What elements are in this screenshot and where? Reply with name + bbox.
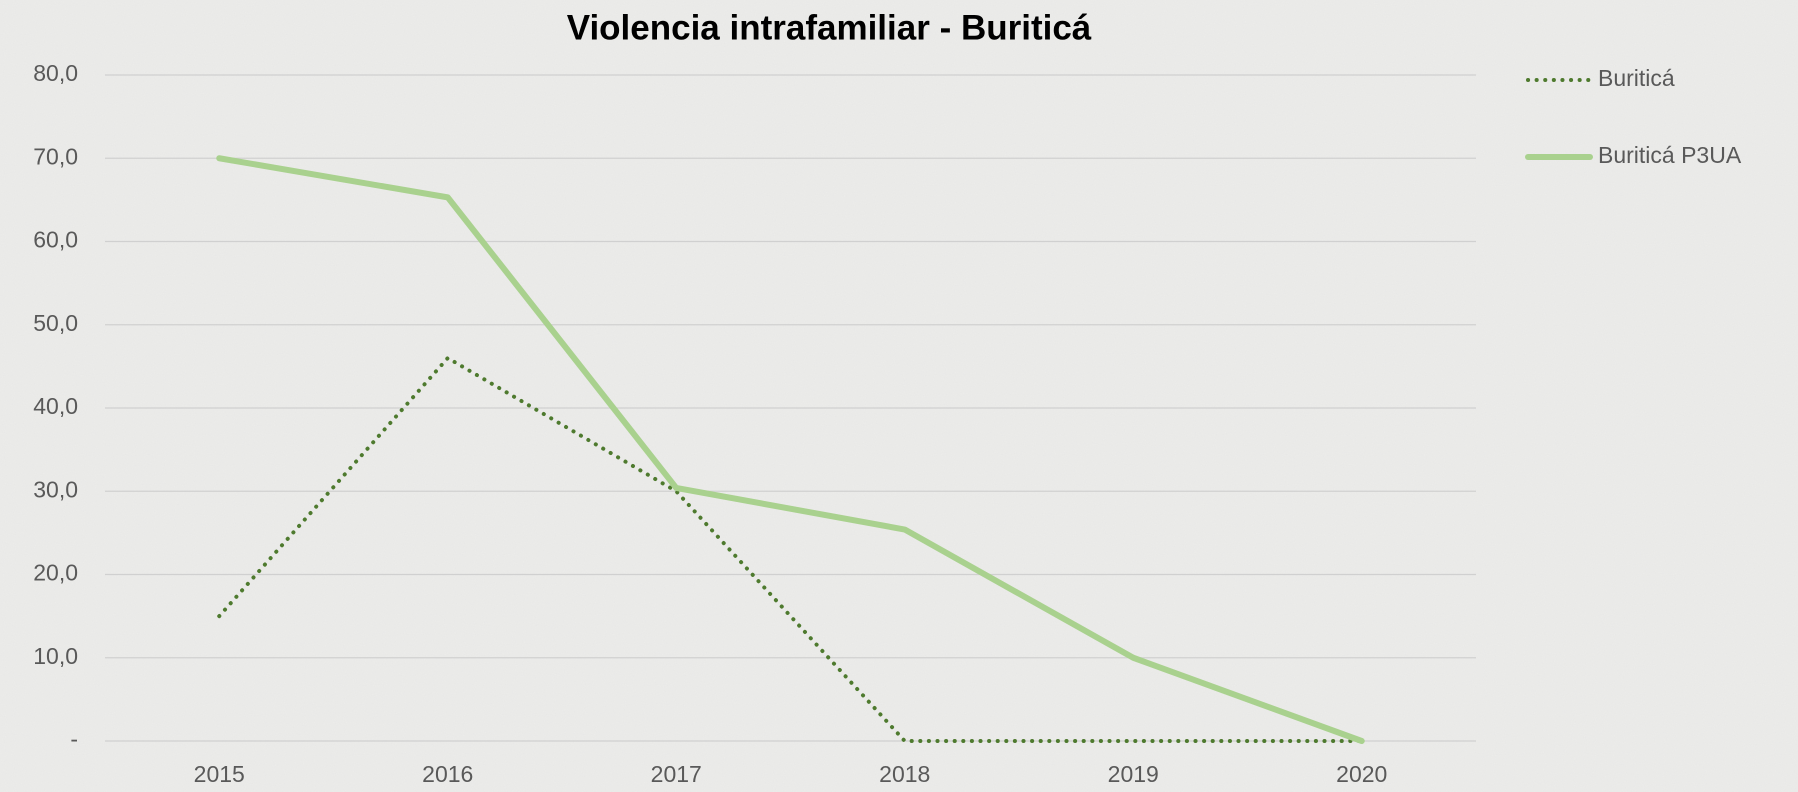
y-tick-label: 20,0	[33, 560, 78, 586]
chart-title: Violencia intrafamiliar - Buriticá	[567, 8, 1092, 47]
x-tick-label: 2017	[651, 761, 702, 787]
y-tick-label: -	[70, 726, 78, 752]
y-tick-label: 80,0	[33, 60, 78, 86]
legend-label: Buriticá	[1598, 65, 1675, 91]
legend-label: Buriticá P3UA	[1598, 142, 1742, 168]
line-series	[216, 155, 1365, 744]
x-tick-label: 2016	[422, 761, 473, 787]
y-tick-label: 70,0	[33, 143, 78, 169]
y-tick-label: 50,0	[33, 310, 78, 336]
y-tick-label: 60,0	[33, 227, 78, 253]
y-tick-label: 10,0	[33, 643, 78, 669]
y-tick-label: 30,0	[33, 476, 78, 502]
y-tick-label: 40,0	[33, 393, 78, 419]
x-tick-label: 2020	[1336, 761, 1387, 787]
line-series	[217, 355, 1364, 743]
x-tick-label: 2018	[879, 761, 930, 787]
x-tick-label: 2015	[194, 761, 245, 787]
x-tick-label: 2019	[1108, 761, 1159, 787]
